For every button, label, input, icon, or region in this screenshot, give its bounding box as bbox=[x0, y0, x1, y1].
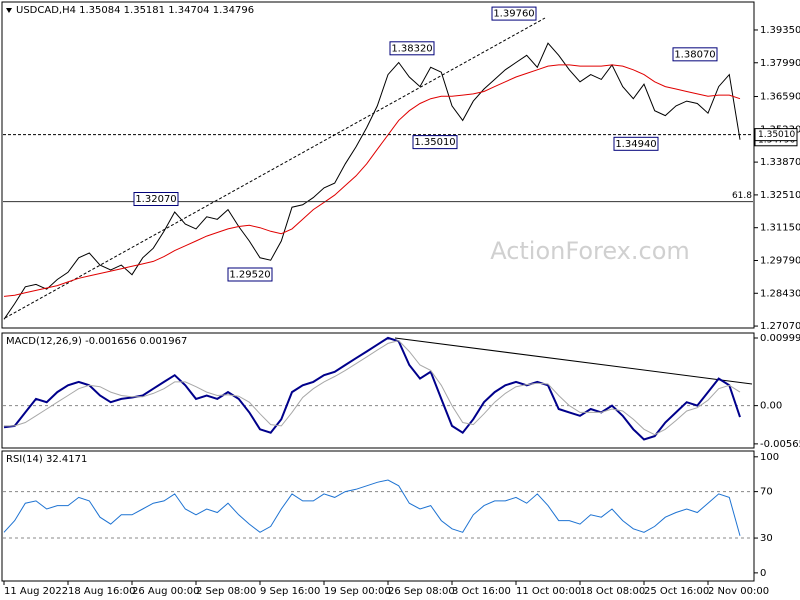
y-tick-label: -0.005651 bbox=[760, 439, 800, 450]
x-tick-label: 18 Aug 16:00 bbox=[68, 586, 135, 597]
fib-label: 61.8 bbox=[732, 191, 752, 201]
annotation-box bbox=[613, 136, 659, 151]
annotation-label: 1.38070 bbox=[674, 49, 715, 60]
annotation-label: 1.38320 bbox=[391, 43, 432, 54]
x-tick-label: 11 Aug 2022 bbox=[4, 586, 68, 597]
annotation-label: 1.39760 bbox=[493, 9, 534, 20]
y-tick-label: 70 bbox=[760, 487, 773, 498]
annotation-label: 1.35010 bbox=[414, 137, 455, 148]
macd-title: MACD(12,26,9) -0.001656 0.001967 bbox=[6, 336, 187, 347]
y-tick-label: 30 bbox=[760, 533, 773, 544]
y-tick-label: 1.29790 bbox=[760, 255, 800, 266]
annotation-label: 1.29520 bbox=[229, 269, 270, 280]
y-tick-label: 1.28430 bbox=[760, 288, 800, 299]
price-level-box bbox=[754, 128, 798, 142]
x-tick-label: 25 Oct 16:00 bbox=[644, 586, 709, 597]
rsi-panel bbox=[1, 450, 755, 582]
x-tick-label: 11 Oct 00:00 bbox=[516, 586, 581, 597]
annotation-box bbox=[412, 135, 458, 150]
y-tick-label: 1.39350 bbox=[760, 25, 800, 36]
x-tick-label: 2 Sep 08:00 bbox=[196, 586, 256, 597]
rsi-title: RSI(14) 32.4171 bbox=[6, 454, 87, 465]
watermark: ActionForex.com bbox=[490, 237, 690, 265]
x-tick-label: 26 Aug 00:00 bbox=[132, 586, 199, 597]
x-tick-label: 2 Nov 00:00 bbox=[708, 586, 769, 597]
trend-line bbox=[4, 17, 546, 319]
annotation-box bbox=[133, 192, 179, 207]
series-line bbox=[4, 340, 741, 436]
x-tick-label: 18 Oct 08:00 bbox=[580, 586, 645, 597]
y-tick-label: 1.33870 bbox=[760, 157, 800, 168]
x-tick-label: 26 Sep 08:00 bbox=[388, 586, 455, 597]
y-tick-label: 1.36590 bbox=[760, 92, 800, 103]
annotation-box bbox=[672, 47, 718, 62]
annotation-label: 1.34940 bbox=[615, 139, 656, 150]
price-panel bbox=[1, 1, 755, 329]
series-line bbox=[3, 64, 741, 297]
y-tick-label: 0 bbox=[760, 568, 766, 579]
series-line bbox=[3, 42, 741, 320]
annotation-box bbox=[491, 6, 537, 21]
y-tick-label: 1.27070 bbox=[760, 321, 800, 332]
y-tick-label: 1.37990 bbox=[760, 58, 800, 69]
price-level-label: 1.35010 bbox=[758, 130, 795, 140]
collapse-icon bbox=[6, 8, 12, 13]
y-tick-label: 0.00 bbox=[760, 401, 782, 412]
x-tick-label: 19 Sep 00:00 bbox=[324, 586, 391, 597]
y-tick-label: 100 bbox=[760, 452, 779, 463]
price-title: USDCAD,H4 1.35084 1.35181 1.34704 1.3479… bbox=[16, 5, 254, 16]
y-tick-label: 0.009991 bbox=[760, 333, 800, 344]
y-tick-label: 1.32510 bbox=[760, 190, 800, 201]
annotation-box bbox=[227, 267, 273, 282]
x-tick-label: 9 Sep 16:00 bbox=[260, 586, 320, 597]
series-line bbox=[3, 336, 741, 441]
x-tick-label: 3 Oct 16:00 bbox=[452, 586, 511, 597]
annotation-label: 1.32070 bbox=[135, 194, 176, 205]
y-tick-label: 1.31150 bbox=[760, 223, 800, 234]
macd-panel bbox=[1, 332, 755, 449]
annotation-box bbox=[389, 41, 435, 56]
series-line bbox=[3, 479, 741, 536]
macd-trend-line bbox=[394, 337, 753, 385]
